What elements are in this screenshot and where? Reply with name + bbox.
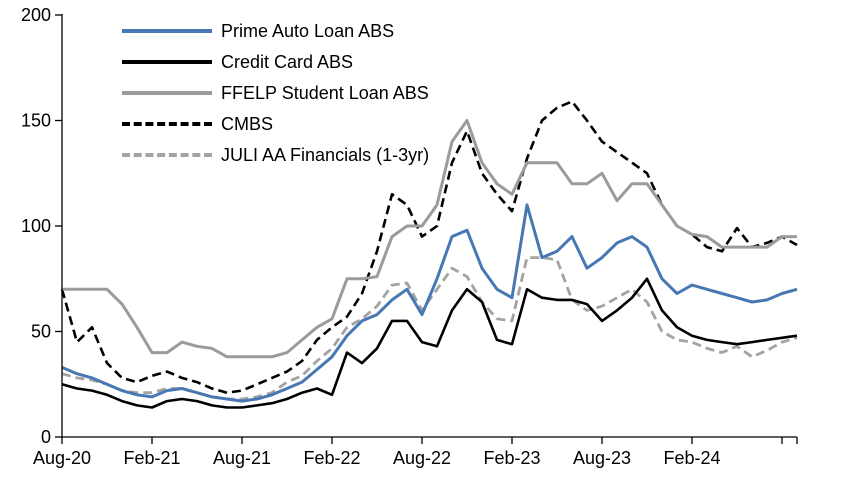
legend-item-cmbs: CMBS xyxy=(122,114,429,134)
series-line-0 xyxy=(61,203,798,403)
legend-item-ffelp: FFELP Student Loan ABS xyxy=(122,83,429,103)
legend-line-sample xyxy=(122,122,212,126)
legend-line-sample xyxy=(122,153,212,157)
x-tick-label: Feb-21 xyxy=(123,448,180,468)
legend-item-prime-auto: Prime Auto Loan ABS xyxy=(122,21,429,41)
series-line-4 xyxy=(61,256,798,401)
x-tick-label: Aug-23 xyxy=(573,448,631,468)
legend-line-sample xyxy=(122,91,212,95)
y-tick-label: 100 xyxy=(21,216,51,236)
y-tick-label: 0 xyxy=(41,427,51,447)
legend: Prime Auto Loan ABS Credit Card ABS FFEL… xyxy=(122,21,429,165)
legend-line-sample xyxy=(122,60,212,64)
y-tick-label: 50 xyxy=(31,322,51,342)
x-tick-label: Feb-24 xyxy=(663,448,720,468)
legend-label: Prime Auto Loan ABS xyxy=(221,20,395,41)
x-tick-label: Feb-23 xyxy=(483,448,540,468)
x-tick-label: Aug-20 xyxy=(33,448,91,468)
y-tick-label: 200 xyxy=(21,5,51,25)
legend-line-sample xyxy=(122,29,212,33)
legend-item-credit-card: Credit Card ABS xyxy=(122,52,429,72)
x-tick-label: Feb-22 xyxy=(303,448,360,468)
x-tick-label: Aug-22 xyxy=(393,448,451,468)
series-line-2 xyxy=(62,119,797,359)
legend-label: FFELP Student Loan ABS xyxy=(221,82,429,103)
x-tick-label: Aug-21 xyxy=(213,448,271,468)
legend-label: CMBS xyxy=(221,113,274,134)
series-line-1 xyxy=(61,277,798,409)
y-tick-label: 150 xyxy=(21,111,51,131)
legend-label: Credit Card ABS xyxy=(221,51,354,72)
legend-item-juli: JULI AA Financials (1-3yr) xyxy=(122,145,429,165)
legend-label: JULI AA Financials (1-3yr) xyxy=(221,144,430,165)
